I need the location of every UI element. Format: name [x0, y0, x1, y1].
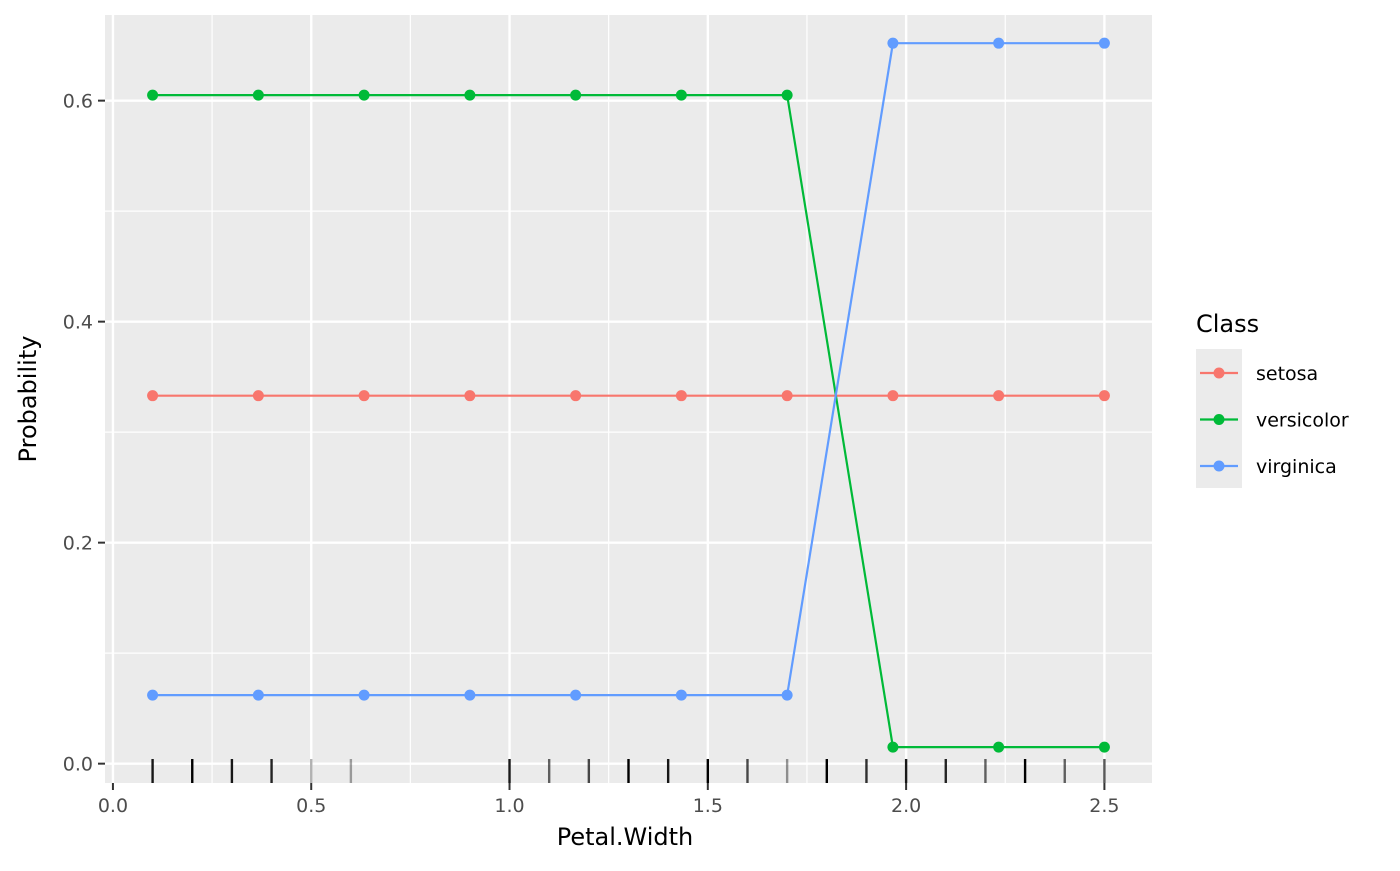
legend-label-virginica: virginica: [1256, 456, 1337, 478]
series-line-versicolor: [152, 94, 1105, 749]
data-point-setosa: [887, 390, 899, 402]
data-point-versicolor: [358, 89, 370, 101]
data-point-virginica: [887, 37, 899, 49]
x-axis: 0.0 0.5 1.0 1.5 2.0 2.5: [98, 783, 1120, 817]
data-point-virginica: [781, 689, 793, 701]
y-tick-label: 0.2: [63, 533, 93, 555]
data-point-virginica: [1098, 37, 1110, 49]
data-point-setosa: [464, 390, 476, 402]
x-tick-label: 1.5: [693, 795, 723, 817]
data-point-versicolor: [993, 741, 1005, 753]
data-point-setosa: [675, 390, 687, 402]
y-tick-label: 0.6: [63, 91, 93, 113]
y-tick-label: 0.4: [63, 312, 93, 334]
legend-label-versicolor: versicolor: [1256, 410, 1349, 432]
x-tick-label: 0.0: [98, 795, 128, 817]
data-point-virginica: [147, 689, 159, 701]
data-point-setosa: [1098, 390, 1110, 402]
data-point-versicolor: [781, 89, 793, 101]
data-point-versicolor: [147, 89, 159, 101]
data-point-virginica: [993, 37, 1005, 49]
data-point-virginica: [464, 689, 476, 701]
data-point-setosa: [993, 390, 1005, 402]
data-point-versicolor: [252, 89, 264, 101]
legend-label-setosa: setosa: [1256, 363, 1318, 385]
data-point-virginica: [570, 689, 582, 701]
data-point-versicolor: [675, 89, 687, 101]
x-tick-label: 2.5: [1089, 795, 1119, 817]
data-point-setosa: [147, 390, 159, 402]
data-point-setosa: [358, 390, 370, 402]
data-point-versicolor: [887, 741, 899, 753]
x-tick-label: 1.0: [494, 795, 524, 817]
grid-minor: [105, 15, 1152, 783]
x-axis-title: Petal.Width: [557, 823, 694, 851]
y-axis: 0.0 0.2 0.4 0.6: [63, 91, 105, 776]
data-point-virginica: [252, 689, 264, 701]
data-point-virginica: [675, 689, 687, 701]
data-point-versicolor: [464, 89, 476, 101]
data-point-setosa: [781, 390, 793, 402]
data-point-setosa: [570, 390, 582, 402]
x-tick-label: 2.0: [891, 795, 921, 817]
series-line-virginica: [152, 42, 1105, 697]
y-tick-label: 0.0: [63, 754, 93, 776]
legend-title: Class: [1196, 310, 1259, 338]
plot-panel: [105, 15, 1152, 783]
series-lines: [147, 37, 1110, 753]
x-tick-label: 0.5: [296, 795, 326, 817]
data-point-versicolor: [1098, 741, 1110, 753]
legend: Class setosa versicolor virginica: [1196, 310, 1349, 488]
legend-key-point-virginica: [1213, 460, 1225, 472]
rug-marks: [151, 759, 1106, 783]
legend-key-point-versicolor: [1213, 414, 1225, 425]
data-point-versicolor: [570, 89, 582, 101]
data-point-setosa: [252, 390, 264, 402]
data-point-virginica: [358, 689, 370, 701]
y-axis-title: Probability: [14, 336, 42, 463]
legend-key-point-setosa: [1213, 367, 1225, 379]
